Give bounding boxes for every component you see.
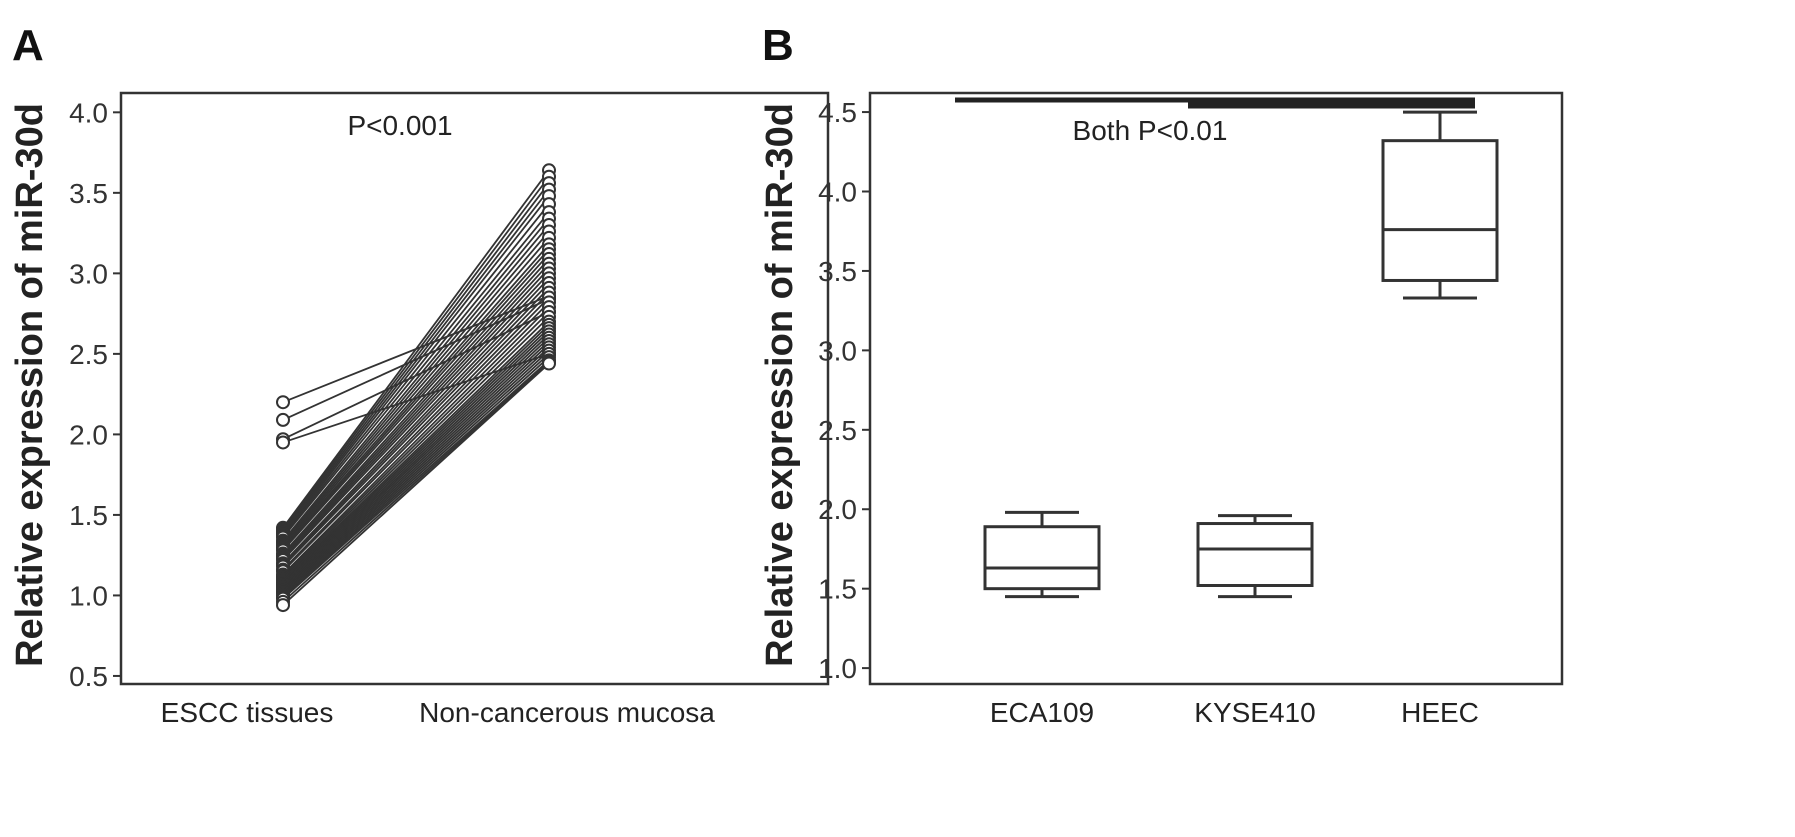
paired-line xyxy=(282,327,550,584)
escc-point xyxy=(276,412,290,427)
paired-line xyxy=(282,282,550,564)
paired-line xyxy=(282,306,550,576)
paired-line xyxy=(282,343,550,592)
panel-a-y-axis-label: Relative expression of miR-30d xyxy=(9,103,51,667)
box-eca109 xyxy=(983,510,1101,599)
panel-b-y-tick-label: 2.5 xyxy=(818,415,857,446)
panel-a-y-tick-label: 2.5 xyxy=(69,339,108,370)
paired-line xyxy=(282,337,550,589)
paired-line xyxy=(282,321,550,580)
paired-line xyxy=(282,292,550,568)
iqr-box xyxy=(983,525,1101,591)
iqr-box xyxy=(1196,522,1314,588)
paired-line xyxy=(282,330,550,585)
panel-b-x-label-kyse410: KYSE410 xyxy=(1194,697,1315,728)
paired-line xyxy=(282,189,550,534)
panel-b-y-tick-label: 2.0 xyxy=(818,494,857,525)
panel-a-x-label-mucosa: Non-cancerous mucosa xyxy=(419,697,715,728)
paired-line xyxy=(282,301,550,572)
escc-point xyxy=(276,395,290,410)
paired-line xyxy=(282,176,550,530)
paired-line xyxy=(282,353,550,597)
paired-line xyxy=(282,333,550,587)
box-heec xyxy=(1381,110,1499,300)
paired-line xyxy=(282,356,550,598)
panel-b-y-tick-label: 4.0 xyxy=(818,177,857,208)
paired-line xyxy=(282,277,550,561)
panel-a-plot-frame xyxy=(119,91,830,686)
paired-line xyxy=(282,311,550,577)
panel-a-y-tick-label: 1.5 xyxy=(69,500,108,531)
panel-b-y-axis-label: Relative expression of miR-30d xyxy=(759,103,801,667)
panel-a-y-tick-label: 1.0 xyxy=(69,580,108,611)
panel-a-y-tick-label: 2.0 xyxy=(69,419,108,450)
paired-line xyxy=(282,296,550,571)
panel-b: B Relative expression of miR-30d 1.0 1.5 2… xyxy=(759,21,1564,728)
panel-b-y-tick-label: 3.0 xyxy=(818,335,857,366)
panel-b-x-label-heec: HEEC xyxy=(1401,697,1479,728)
panel-a-y-tick-label: 4.0 xyxy=(69,97,108,128)
panel-b-y-tick-label: 3.5 xyxy=(818,256,857,287)
mucosa-point xyxy=(542,356,556,371)
paired-line xyxy=(282,203,550,537)
panel-a-letter: A xyxy=(12,21,44,70)
paired-line xyxy=(282,243,550,548)
panel-b-significance-bars xyxy=(955,97,1475,109)
paired-line xyxy=(282,272,550,560)
panel-b-y-tick-label: 1.5 xyxy=(818,574,857,605)
paired-line xyxy=(282,253,550,551)
paired-line xyxy=(282,324,550,582)
panel-b-y-tick-label: 1.0 xyxy=(818,653,857,684)
panel-b-x-label-eca109: ECA109 xyxy=(990,697,1094,728)
paired-line xyxy=(282,195,550,535)
paired-line xyxy=(282,298,550,421)
panel-a-x-label-escc: ESCC tissues xyxy=(161,697,334,728)
paired-line xyxy=(282,287,550,566)
paired-line xyxy=(282,211,550,539)
paired-line xyxy=(282,316,550,579)
panel-b-letter: B xyxy=(762,21,794,70)
panel-a-paired-lines xyxy=(282,169,550,606)
paired-line xyxy=(282,224,550,543)
paired-line xyxy=(282,169,550,529)
panel-a-y-tick-label: 3.5 xyxy=(69,178,108,209)
iqr-box xyxy=(1381,139,1499,282)
paired-line xyxy=(282,182,550,532)
paired-line xyxy=(282,346,550,593)
paired-line xyxy=(282,248,550,550)
panel-b-boxes xyxy=(983,110,1499,599)
panel-a-y-tick-label: 0.5 xyxy=(69,661,108,692)
panel-a-y-tick-label: 3.0 xyxy=(69,258,108,289)
panel-b-y-ticks: 1.0 1.5 2.0 2.5 3.0 3.5 4.0 4.5 xyxy=(818,97,870,684)
paired-line xyxy=(282,237,550,547)
paired-line xyxy=(282,362,550,606)
panel-a: A Relative expression of miR-30d 0.5 1.0 1… xyxy=(9,21,830,728)
paired-line xyxy=(282,263,550,556)
paired-line xyxy=(282,258,550,555)
panel-a-y-ticks: 0.5 1.0 1.5 2.0 2.5 3.0 3.5 4.0 xyxy=(69,97,121,692)
panel-a-points xyxy=(276,163,556,613)
panel-b-y-tick-label: 4.5 xyxy=(818,97,857,128)
box-kyse410 xyxy=(1196,514,1314,599)
paired-line xyxy=(282,218,550,542)
paired-line xyxy=(282,359,550,600)
paired-line xyxy=(282,340,550,590)
paired-line xyxy=(282,267,550,558)
panel-b-plot-frame xyxy=(868,91,1564,686)
panel-b-p-value: Both P<0.01 xyxy=(1073,115,1228,146)
paired-line xyxy=(282,361,550,603)
escc-point xyxy=(276,435,290,450)
panel-a-p-value: P<0.001 xyxy=(347,110,452,141)
paired-line xyxy=(282,230,550,545)
paired-line xyxy=(282,349,550,595)
escc-point xyxy=(276,598,290,613)
